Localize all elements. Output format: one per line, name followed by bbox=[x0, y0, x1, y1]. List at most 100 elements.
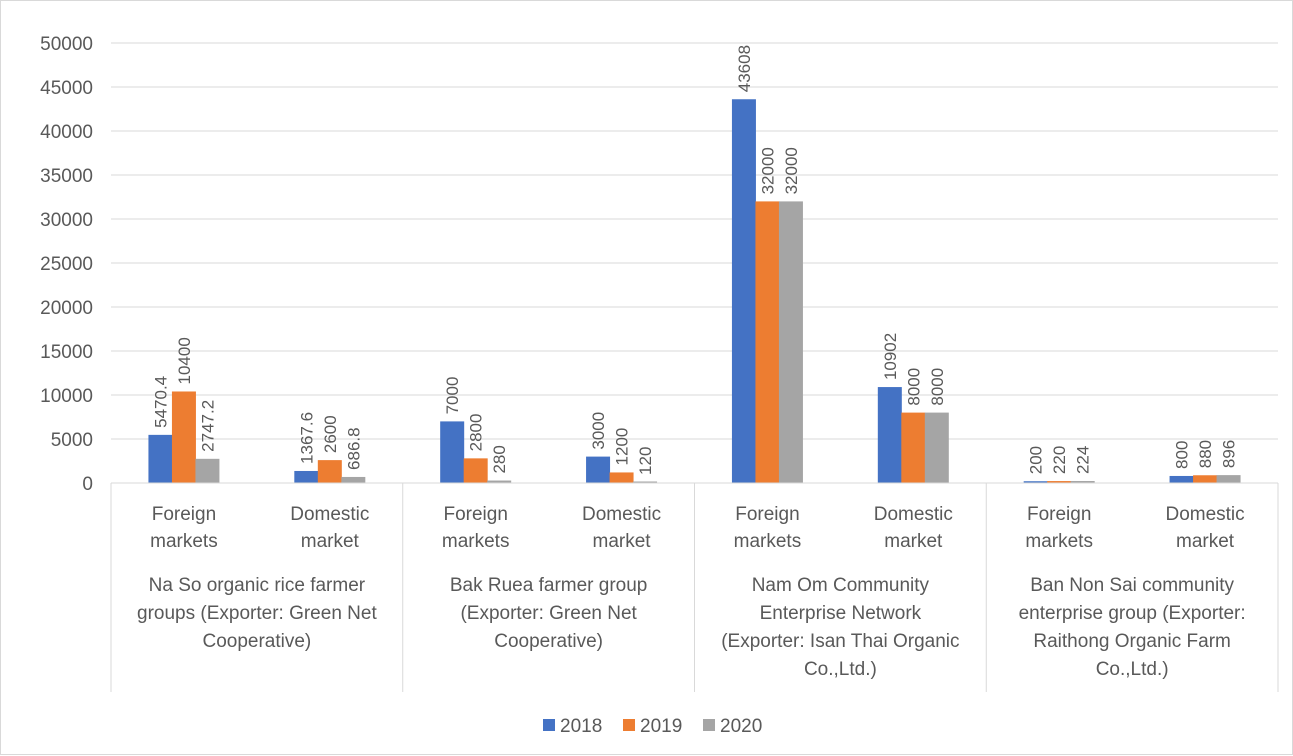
bar bbox=[901, 412, 926, 483]
category-label: market bbox=[1176, 531, 1235, 552]
bar bbox=[924, 412, 949, 483]
bar bbox=[1070, 481, 1095, 483]
category-label: Foreign bbox=[1027, 504, 1091, 525]
data-label: 8000 bbox=[904, 368, 923, 406]
bar bbox=[294, 470, 319, 483]
category-label: markets bbox=[150, 531, 218, 552]
bar bbox=[731, 99, 756, 483]
y-tick-label: 25000 bbox=[40, 254, 93, 275]
bar bbox=[877, 387, 902, 483]
group-label: Co.,Ltd.) bbox=[1096, 659, 1169, 680]
group-label: Co.,Ltd.) bbox=[804, 659, 877, 680]
bar bbox=[440, 421, 465, 483]
data-label: 800 bbox=[1173, 441, 1192, 469]
bar bbox=[586, 456, 611, 483]
category-label: Domestic bbox=[290, 504, 369, 525]
data-label: 10902 bbox=[881, 333, 900, 380]
group-label: enterprise group (Exporter: bbox=[1019, 603, 1246, 624]
data-label: 220 bbox=[1050, 446, 1069, 474]
group-label: Enterprise Network bbox=[760, 603, 922, 624]
group-label: Bak Ruea farmer group bbox=[450, 575, 648, 596]
y-tick-label: 0 bbox=[82, 474, 93, 495]
data-label: 120 bbox=[636, 447, 655, 475]
category-label: Foreign bbox=[443, 504, 507, 525]
data-label: 2800 bbox=[467, 414, 486, 452]
y-tick-label: 35000 bbox=[40, 166, 93, 187]
legend-swatch bbox=[623, 719, 635, 731]
category-label: Foreign bbox=[152, 504, 216, 525]
data-label: 1200 bbox=[613, 428, 632, 466]
group-label: Ban Non Sai community bbox=[1030, 575, 1234, 596]
bar bbox=[171, 391, 196, 483]
legend-label: 2018 bbox=[560, 716, 602, 737]
data-label: 880 bbox=[1196, 440, 1215, 468]
data-label: 224 bbox=[1074, 446, 1093, 474]
bar bbox=[317, 460, 342, 483]
group-label: Na So organic rice farmer bbox=[149, 575, 366, 596]
group-label: Raithong Organic Farm bbox=[1033, 631, 1230, 652]
gridlines bbox=[111, 42, 1278, 440]
bar bbox=[463, 458, 488, 483]
group-label: (Exporter: Isan Thai Organic bbox=[721, 631, 959, 652]
bar bbox=[755, 201, 780, 483]
data-label: 10400 bbox=[175, 337, 194, 384]
group-label: groups (Exporter: Green Net bbox=[137, 603, 377, 624]
y-tick-label: 30000 bbox=[40, 210, 93, 231]
bar bbox=[195, 458, 220, 483]
group-label: Nam Om Community bbox=[752, 575, 930, 596]
data-label: 32000 bbox=[782, 147, 801, 194]
legend-swatch bbox=[543, 719, 555, 731]
category-label: market bbox=[301, 531, 360, 552]
category-label: markets bbox=[1025, 531, 1093, 552]
bar bbox=[487, 480, 512, 483]
data-labels: 5470.4 1367.6 7000 3000 43608 10902 200 800 1040… bbox=[151, 45, 1238, 475]
category-label: markets bbox=[734, 531, 802, 552]
data-label: 2747.2 bbox=[198, 400, 217, 452]
data-label: 200 bbox=[1027, 446, 1046, 474]
bar bbox=[778, 201, 803, 483]
legend-label: 2019 bbox=[640, 716, 682, 737]
data-label: 896 bbox=[1220, 440, 1239, 468]
category-label: Domestic bbox=[874, 504, 953, 525]
bar bbox=[1193, 475, 1218, 483]
bar bbox=[633, 481, 658, 483]
data-label: 2600 bbox=[321, 415, 340, 453]
y-tick-label: 15000 bbox=[40, 342, 93, 363]
y-axis-ticks: 0 5000 10000 15000 20000 25000 30000 35000 40000… bbox=[40, 34, 93, 495]
data-label: 5470.4 bbox=[151, 376, 170, 428]
bar bbox=[1216, 475, 1241, 483]
x-axis: Foreign markets Domestic market Foreign marke… bbox=[110, 482, 1279, 692]
group-label: Cooperative) bbox=[494, 631, 603, 652]
data-label: 32000 bbox=[758, 147, 777, 194]
y-tick-label: 20000 bbox=[40, 298, 93, 319]
category-label: Domestic bbox=[1165, 504, 1244, 525]
data-label: 686.8 bbox=[344, 427, 363, 470]
bars bbox=[148, 99, 1241, 483]
legend: 2018 2019 2020 bbox=[543, 716, 762, 737]
y-tick-label: 5000 bbox=[51, 430, 93, 451]
category-label: markets bbox=[442, 531, 510, 552]
category-label: market bbox=[593, 531, 652, 552]
group-label: (Exporter: Green Net bbox=[460, 603, 637, 624]
category-label: Foreign bbox=[735, 504, 799, 525]
data-label: 1367.6 bbox=[297, 412, 316, 464]
bar bbox=[148, 434, 173, 483]
bar bbox=[1047, 481, 1072, 483]
data-label: 280 bbox=[490, 445, 509, 473]
group-label: Cooperative) bbox=[202, 631, 311, 652]
data-label: 8000 bbox=[928, 368, 947, 406]
legend-swatch bbox=[703, 719, 715, 731]
data-label: 7000 bbox=[443, 377, 462, 415]
y-tick-label: 50000 bbox=[40, 34, 93, 55]
bar bbox=[1023, 481, 1048, 483]
category-label: Domestic bbox=[582, 504, 661, 525]
bar bbox=[609, 472, 634, 483]
data-label: 43608 bbox=[735, 45, 754, 92]
y-tick-label: 45000 bbox=[40, 78, 93, 99]
y-tick-label: 10000 bbox=[40, 386, 93, 407]
data-label: 3000 bbox=[589, 412, 608, 450]
legend-label: 2020 bbox=[720, 716, 762, 737]
category-label: market bbox=[884, 531, 943, 552]
